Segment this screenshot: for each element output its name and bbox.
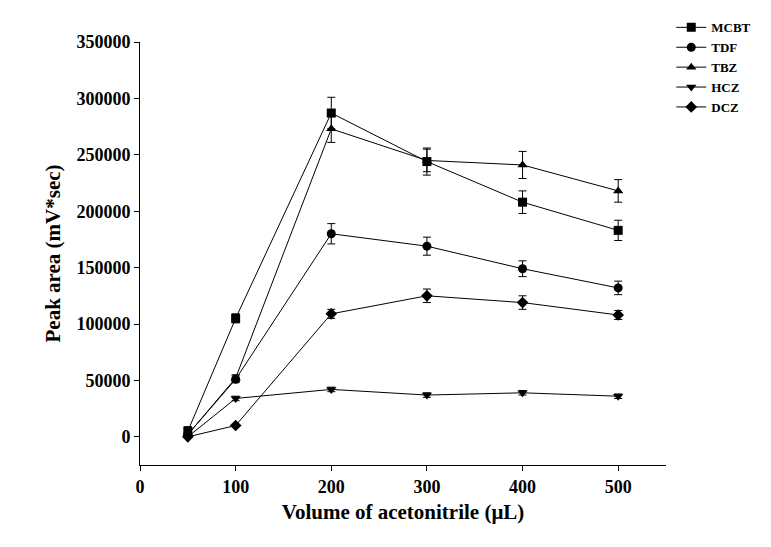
- svg-text:HCZ: HCZ: [711, 80, 740, 95]
- svg-text:400: 400: [509, 477, 536, 497]
- svg-text:Volume of acetonitrile (μL): Volume of acetonitrile (μL): [282, 500, 525, 524]
- svg-text:100: 100: [222, 477, 249, 497]
- svg-text:300000: 300000: [76, 89, 130, 109]
- svg-text:0: 0: [121, 427, 130, 447]
- svg-text:MCBT: MCBT: [711, 20, 750, 35]
- svg-text:250000: 250000: [76, 145, 130, 165]
- svg-text:300: 300: [413, 477, 440, 497]
- svg-text:DCZ: DCZ: [711, 100, 739, 115]
- svg-text:150000: 150000: [76, 258, 130, 278]
- svg-text:0: 0: [136, 477, 145, 497]
- svg-text:200: 200: [318, 477, 345, 497]
- svg-text:50000: 50000: [85, 371, 130, 391]
- svg-text:TBZ: TBZ: [711, 60, 737, 75]
- svg-text:TDF: TDF: [711, 40, 737, 55]
- svg-text:500: 500: [605, 477, 632, 497]
- svg-text:200000: 200000: [76, 202, 130, 222]
- svg-text:350000: 350000: [76, 32, 130, 52]
- svg-text:100000: 100000: [76, 314, 130, 334]
- svg-text:Peak area (mV*sec): Peak area (mV*sec): [41, 164, 65, 342]
